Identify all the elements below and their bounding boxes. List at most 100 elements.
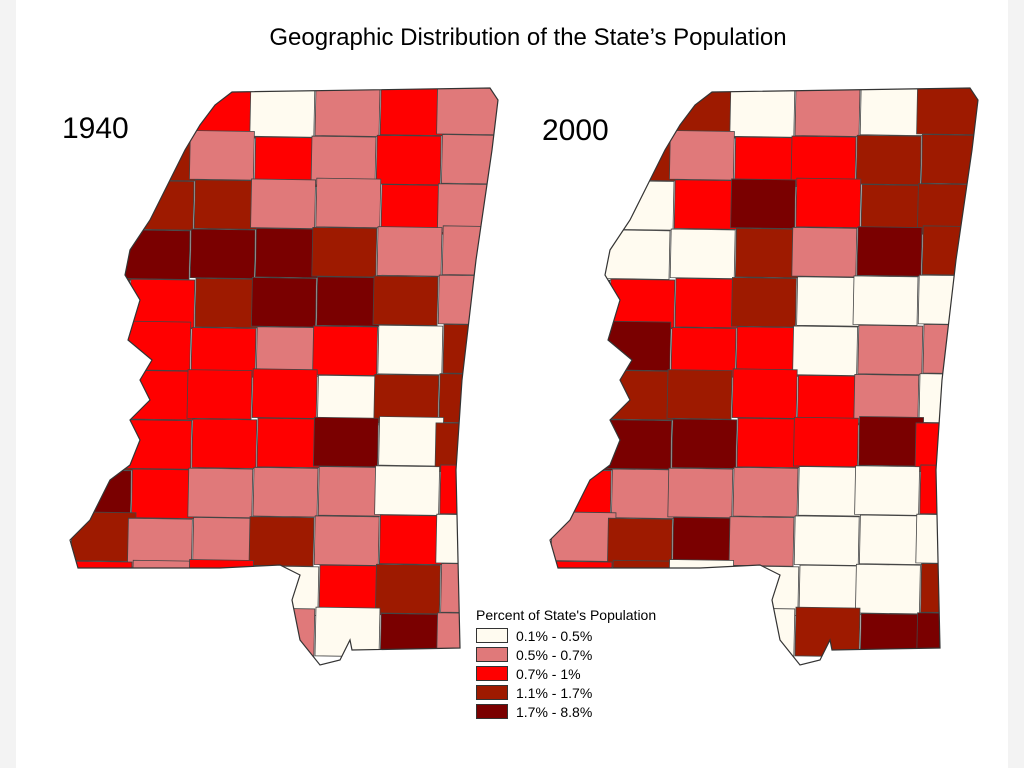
county [859,613,926,664]
legend-swatch [476,628,508,643]
county [188,130,255,181]
county [550,230,615,281]
legend-item: 1.1% - 1.7% [476,683,716,702]
county [668,130,735,181]
county [730,178,797,230]
year-label-2000: 2000 [542,114,609,147]
county [795,177,862,229]
county [922,323,978,375]
county [437,274,498,326]
county [192,608,259,659]
county [70,370,131,422]
county [730,277,797,328]
county [855,134,922,186]
county [728,516,795,567]
county [733,565,800,616]
county [671,418,738,469]
county [70,180,130,232]
county [918,373,978,424]
county [379,88,446,137]
county [438,373,498,424]
county [550,279,611,330]
county [70,511,137,562]
legend-label: 1.7% - 8.8% [516,703,593,720]
county [251,368,318,419]
county [729,607,796,659]
county [550,511,617,562]
county [729,88,796,138]
legend-swatch [476,647,508,662]
county [130,369,197,421]
county [797,466,864,517]
county [256,417,323,469]
county [315,177,382,229]
county [859,88,926,137]
county [254,227,321,279]
county [132,130,199,182]
county [249,88,316,138]
county [669,228,736,280]
county [856,226,923,277]
county [736,417,803,469]
legend-item: 1.7% - 8.8% [476,702,716,721]
county [312,416,379,468]
county [916,88,978,136]
county [858,416,925,467]
county [377,324,444,376]
county [666,369,733,420]
page-title: Geographic Distribution of the State’s P… [269,24,787,51]
county [674,277,741,329]
county [189,228,256,280]
county [127,88,194,140]
county [793,515,860,566]
county [731,368,798,419]
county [314,88,381,137]
legend-swatch [476,666,508,681]
state-outline-2000 [549,87,979,666]
county [439,464,498,516]
county [792,325,859,377]
county [316,276,383,327]
county [248,516,315,567]
legend-label: 0.5% - 0.7% [516,646,593,663]
county [608,180,675,231]
county [130,468,197,520]
county [610,369,677,421]
county [794,88,861,137]
county [193,179,260,230]
legend-label: 0.7% - 1% [516,665,581,682]
county [440,134,498,185]
county [187,467,254,519]
county [442,323,498,375]
county [374,563,441,615]
county [920,134,978,185]
county [919,464,978,516]
county [253,565,320,616]
state-outline-1940 [69,87,499,666]
map-1940 [70,88,498,664]
county [606,419,673,470]
legend-item: 0.5% - 0.7% [476,645,716,664]
county [667,467,734,519]
county [249,607,316,659]
county [796,276,863,327]
county [317,466,384,517]
legend-label: 1.1% - 1.7% [516,684,593,701]
county [375,134,442,186]
county [550,321,615,373]
county [917,274,978,326]
map-2000 [550,88,978,664]
county [854,563,921,615]
county [673,179,740,230]
county [376,226,443,277]
county [378,416,445,467]
county [194,277,261,329]
county [440,563,498,614]
county [550,420,616,471]
county [550,180,610,232]
county [70,321,135,373]
year-label-1940: 1940 [62,112,129,145]
county [550,370,611,422]
county [378,514,445,566]
county [612,130,679,182]
